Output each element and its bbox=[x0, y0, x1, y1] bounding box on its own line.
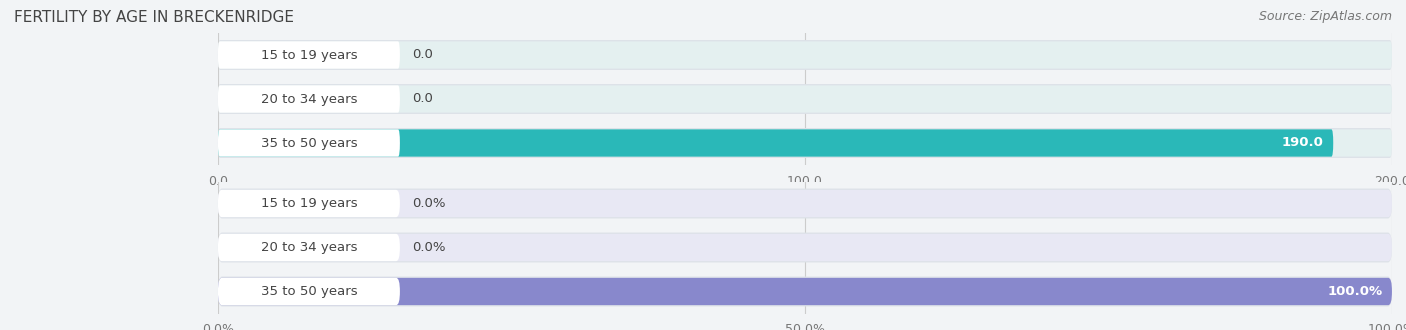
Text: 0.0%: 0.0% bbox=[412, 197, 446, 210]
Text: 100.0%: 100.0% bbox=[1327, 285, 1382, 298]
FancyBboxPatch shape bbox=[218, 85, 399, 113]
FancyBboxPatch shape bbox=[218, 128, 1392, 158]
FancyBboxPatch shape bbox=[218, 278, 1392, 305]
FancyBboxPatch shape bbox=[218, 41, 1392, 69]
FancyBboxPatch shape bbox=[218, 233, 1392, 262]
FancyBboxPatch shape bbox=[218, 40, 1392, 70]
FancyBboxPatch shape bbox=[218, 84, 1392, 114]
FancyBboxPatch shape bbox=[218, 234, 399, 261]
FancyBboxPatch shape bbox=[218, 190, 399, 217]
FancyBboxPatch shape bbox=[218, 85, 1392, 113]
FancyBboxPatch shape bbox=[218, 190, 1392, 217]
FancyBboxPatch shape bbox=[218, 188, 1392, 218]
Text: FERTILITY BY AGE IN BRECKENRIDGE: FERTILITY BY AGE IN BRECKENRIDGE bbox=[14, 10, 294, 25]
Text: 35 to 50 years: 35 to 50 years bbox=[260, 285, 357, 298]
FancyBboxPatch shape bbox=[218, 129, 1333, 157]
FancyBboxPatch shape bbox=[218, 234, 1392, 261]
FancyBboxPatch shape bbox=[218, 277, 1392, 307]
FancyBboxPatch shape bbox=[218, 278, 1392, 305]
Text: 190.0: 190.0 bbox=[1282, 137, 1324, 149]
Text: 0.0: 0.0 bbox=[412, 49, 433, 61]
Text: 0.0%: 0.0% bbox=[412, 241, 446, 254]
Text: 20 to 34 years: 20 to 34 years bbox=[260, 92, 357, 106]
FancyBboxPatch shape bbox=[218, 129, 399, 157]
Text: 15 to 19 years: 15 to 19 years bbox=[260, 49, 357, 61]
Text: Source: ZipAtlas.com: Source: ZipAtlas.com bbox=[1258, 10, 1392, 23]
FancyBboxPatch shape bbox=[218, 278, 399, 305]
Text: 20 to 34 years: 20 to 34 years bbox=[260, 241, 357, 254]
Text: 35 to 50 years: 35 to 50 years bbox=[260, 137, 357, 149]
Text: 0.0: 0.0 bbox=[412, 92, 433, 106]
FancyBboxPatch shape bbox=[218, 41, 399, 69]
FancyBboxPatch shape bbox=[218, 129, 1392, 157]
Text: 15 to 19 years: 15 to 19 years bbox=[260, 197, 357, 210]
